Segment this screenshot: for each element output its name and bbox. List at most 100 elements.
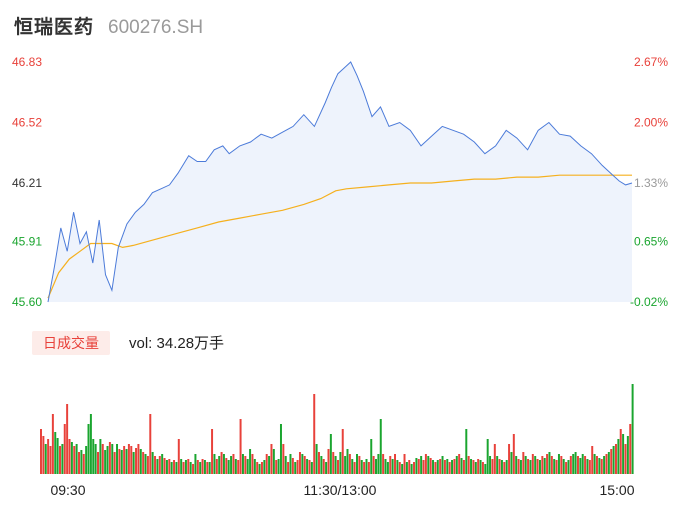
volume-bar xyxy=(184,460,187,474)
volume-bar xyxy=(479,460,482,474)
volume-bar xyxy=(298,452,301,474)
volume-bar xyxy=(49,446,52,474)
volume-bar xyxy=(481,462,484,474)
volume-bar xyxy=(534,456,537,474)
volume-bar xyxy=(386,462,389,474)
volume-bar xyxy=(201,459,204,474)
volume-bar xyxy=(486,439,489,474)
volume-bar xyxy=(320,456,323,474)
volume-bar xyxy=(410,464,413,474)
volume-bar xyxy=(429,458,432,474)
volume-bar xyxy=(631,384,634,474)
stock-title: 恒瑞医药 600276.SH xyxy=(14,12,203,40)
volume-bar xyxy=(92,439,95,474)
volume-bar xyxy=(218,456,221,474)
volume-bar xyxy=(78,452,80,474)
volume-bar xyxy=(367,462,370,474)
volume-bar xyxy=(225,458,228,474)
volume-bar xyxy=(337,460,339,474)
volume-bar xyxy=(89,414,92,474)
volume-bar xyxy=(87,424,90,474)
volume-bar xyxy=(467,456,470,474)
volume-bar xyxy=(424,454,427,474)
volume-bar xyxy=(284,456,287,474)
volume-bar xyxy=(94,444,97,474)
y-axis-left: 46.83 46.52 46.21 45.91 45.60 xyxy=(12,55,42,309)
volume-bar xyxy=(70,442,73,474)
y-tick-right: 2.67% xyxy=(634,55,668,69)
volume-bar xyxy=(315,444,318,474)
volume-bar xyxy=(125,449,128,474)
volume-bar xyxy=(120,450,123,474)
volume-bar xyxy=(194,454,197,474)
volume-bar xyxy=(439,459,442,474)
volume-bar xyxy=(287,462,290,474)
volume-bar xyxy=(173,460,176,474)
volume-bar xyxy=(413,462,416,474)
volume-tab[interactable]: 日成交量 xyxy=(32,331,110,355)
volume-bar xyxy=(182,462,185,474)
volume-bar xyxy=(517,459,520,474)
volume-bar xyxy=(106,446,109,474)
volume-bar xyxy=(332,452,335,474)
stock-name: 恒瑞医药 xyxy=(14,17,95,38)
volume-value: vol: 34.28万手 xyxy=(129,335,225,352)
y-tick-left: 45.60 xyxy=(12,295,42,309)
volume-bar xyxy=(291,458,294,474)
volume-bar xyxy=(308,460,311,474)
volume-bar xyxy=(531,454,534,474)
price-path xyxy=(47,61,633,303)
y-tick-left: 46.52 xyxy=(12,115,42,129)
y-tick-right: -0.02% xyxy=(630,295,668,309)
volume-bar xyxy=(192,464,195,474)
volume-bar xyxy=(99,439,102,474)
average-price-line xyxy=(47,174,632,299)
price-line xyxy=(47,61,633,303)
volume-bar xyxy=(434,462,437,474)
avg-price-path xyxy=(47,174,632,299)
volume-bar xyxy=(474,462,477,474)
volume-bar xyxy=(600,459,603,474)
volume-bar xyxy=(317,452,320,474)
volume-bar xyxy=(538,460,541,474)
volume-bar xyxy=(515,456,518,474)
volume-bar xyxy=(557,454,560,474)
volume-bar xyxy=(51,414,54,474)
volume-bar xyxy=(586,459,589,474)
volume-bar xyxy=(462,460,465,474)
volume-bar xyxy=(296,460,299,474)
volume-bar xyxy=(241,454,244,474)
volume-bar xyxy=(510,452,513,474)
price-area xyxy=(48,62,632,302)
volume-bar xyxy=(614,444,617,474)
volume-bar xyxy=(405,462,408,474)
volume-bar xyxy=(522,452,525,474)
volume-bar xyxy=(329,434,332,474)
volume-bar xyxy=(550,456,553,474)
volume-bar xyxy=(161,454,164,474)
volume-bar xyxy=(455,456,458,474)
volume-bar xyxy=(505,460,508,474)
volume-bar xyxy=(472,460,475,474)
volume-bar xyxy=(135,448,138,474)
volume-bar xyxy=(422,460,425,474)
volume-bar xyxy=(543,458,546,474)
volume-bar xyxy=(493,444,496,474)
volume-bar xyxy=(251,454,254,474)
x-axis: 09:30 11:30/13:00 15:00 xyxy=(50,482,634,498)
volume-bar xyxy=(372,456,375,474)
volume-bar xyxy=(398,462,401,474)
volume-bar xyxy=(54,432,57,474)
volume-bar xyxy=(408,460,411,474)
volume-bar xyxy=(536,459,539,474)
volume-bar xyxy=(346,449,349,474)
volume-bar xyxy=(529,460,532,474)
x-tick-label: 11:30/13:00 xyxy=(304,482,377,498)
volume-bar xyxy=(313,394,316,474)
volume-bar xyxy=(339,452,342,474)
volume-bar xyxy=(443,460,446,474)
volume-bar xyxy=(441,456,444,474)
volume-bar xyxy=(146,456,149,474)
volume-bar xyxy=(211,429,214,474)
